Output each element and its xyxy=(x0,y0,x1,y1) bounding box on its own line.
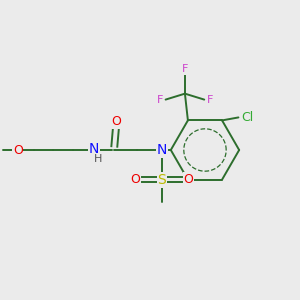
Text: N: N xyxy=(88,142,99,156)
Text: O: O xyxy=(13,143,23,157)
Text: Cl: Cl xyxy=(241,111,254,124)
Text: F: F xyxy=(182,64,188,74)
Text: O: O xyxy=(130,173,140,186)
Text: S: S xyxy=(158,173,166,187)
Text: H: H xyxy=(94,154,103,164)
Text: F: F xyxy=(157,94,164,105)
Text: F: F xyxy=(206,94,213,105)
Text: N: N xyxy=(157,143,167,157)
Text: O: O xyxy=(184,173,194,186)
Text: O: O xyxy=(111,115,121,128)
